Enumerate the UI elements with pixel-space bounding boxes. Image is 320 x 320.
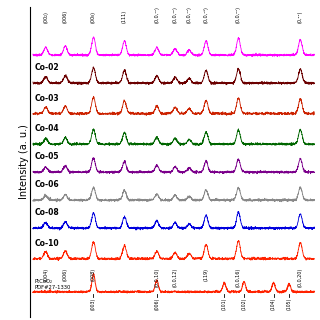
Text: (105): (105) (287, 298, 292, 310)
Text: (00₂): (00₂) (43, 11, 48, 23)
Text: (104): (104) (271, 298, 276, 310)
Text: Co-08: Co-08 (34, 208, 59, 217)
Text: (006): (006) (63, 10, 68, 23)
Text: Co-03: Co-03 (34, 94, 59, 103)
Text: Co-05: Co-05 (34, 152, 59, 161)
Text: (0,²⁴): (0,²⁴) (298, 11, 303, 23)
Text: (0,0,16): (0,0,16) (236, 268, 241, 287)
Text: PtCoO₂
PDF#27-1330: PtCoO₂ PDF#27-1330 (34, 279, 71, 290)
Text: (006): (006) (63, 268, 68, 281)
Text: Co-10: Co-10 (34, 239, 59, 248)
Text: (119): (119) (204, 268, 209, 281)
Text: (0,0,¹⁶): (0,0,¹⁶) (204, 6, 209, 23)
Text: Co-02: Co-02 (34, 63, 59, 72)
Text: (0,0,20): (0,0,20) (298, 268, 303, 287)
Text: (003): (003) (91, 298, 96, 310)
Text: (111): (111) (122, 10, 127, 23)
Text: (0,0,¹⁰): (0,0,¹⁰) (154, 6, 159, 23)
Text: (0,0,12): (0,0,12) (172, 268, 178, 287)
Text: (0,0,²⁰): (0,0,²⁰) (236, 6, 241, 23)
Text: (006): (006) (154, 298, 159, 310)
Text: (00₈): (00₈) (91, 11, 96, 23)
Text: (101): (101) (222, 298, 227, 310)
Text: Co-04: Co-04 (34, 124, 59, 133)
Text: (102): (102) (242, 298, 246, 310)
Text: (0,0,¹⁴): (0,0,¹⁴) (187, 6, 192, 23)
Text: (004): (004) (43, 268, 48, 281)
Text: (0,0,10): (0,0,10) (154, 268, 159, 287)
Text: (0,0,¹²): (0,0,¹²) (172, 6, 178, 23)
Y-axis label: Intensity (a. u.): Intensity (a. u.) (19, 124, 29, 199)
Text: (008): (008) (91, 268, 96, 281)
Text: Co-06: Co-06 (34, 180, 59, 189)
